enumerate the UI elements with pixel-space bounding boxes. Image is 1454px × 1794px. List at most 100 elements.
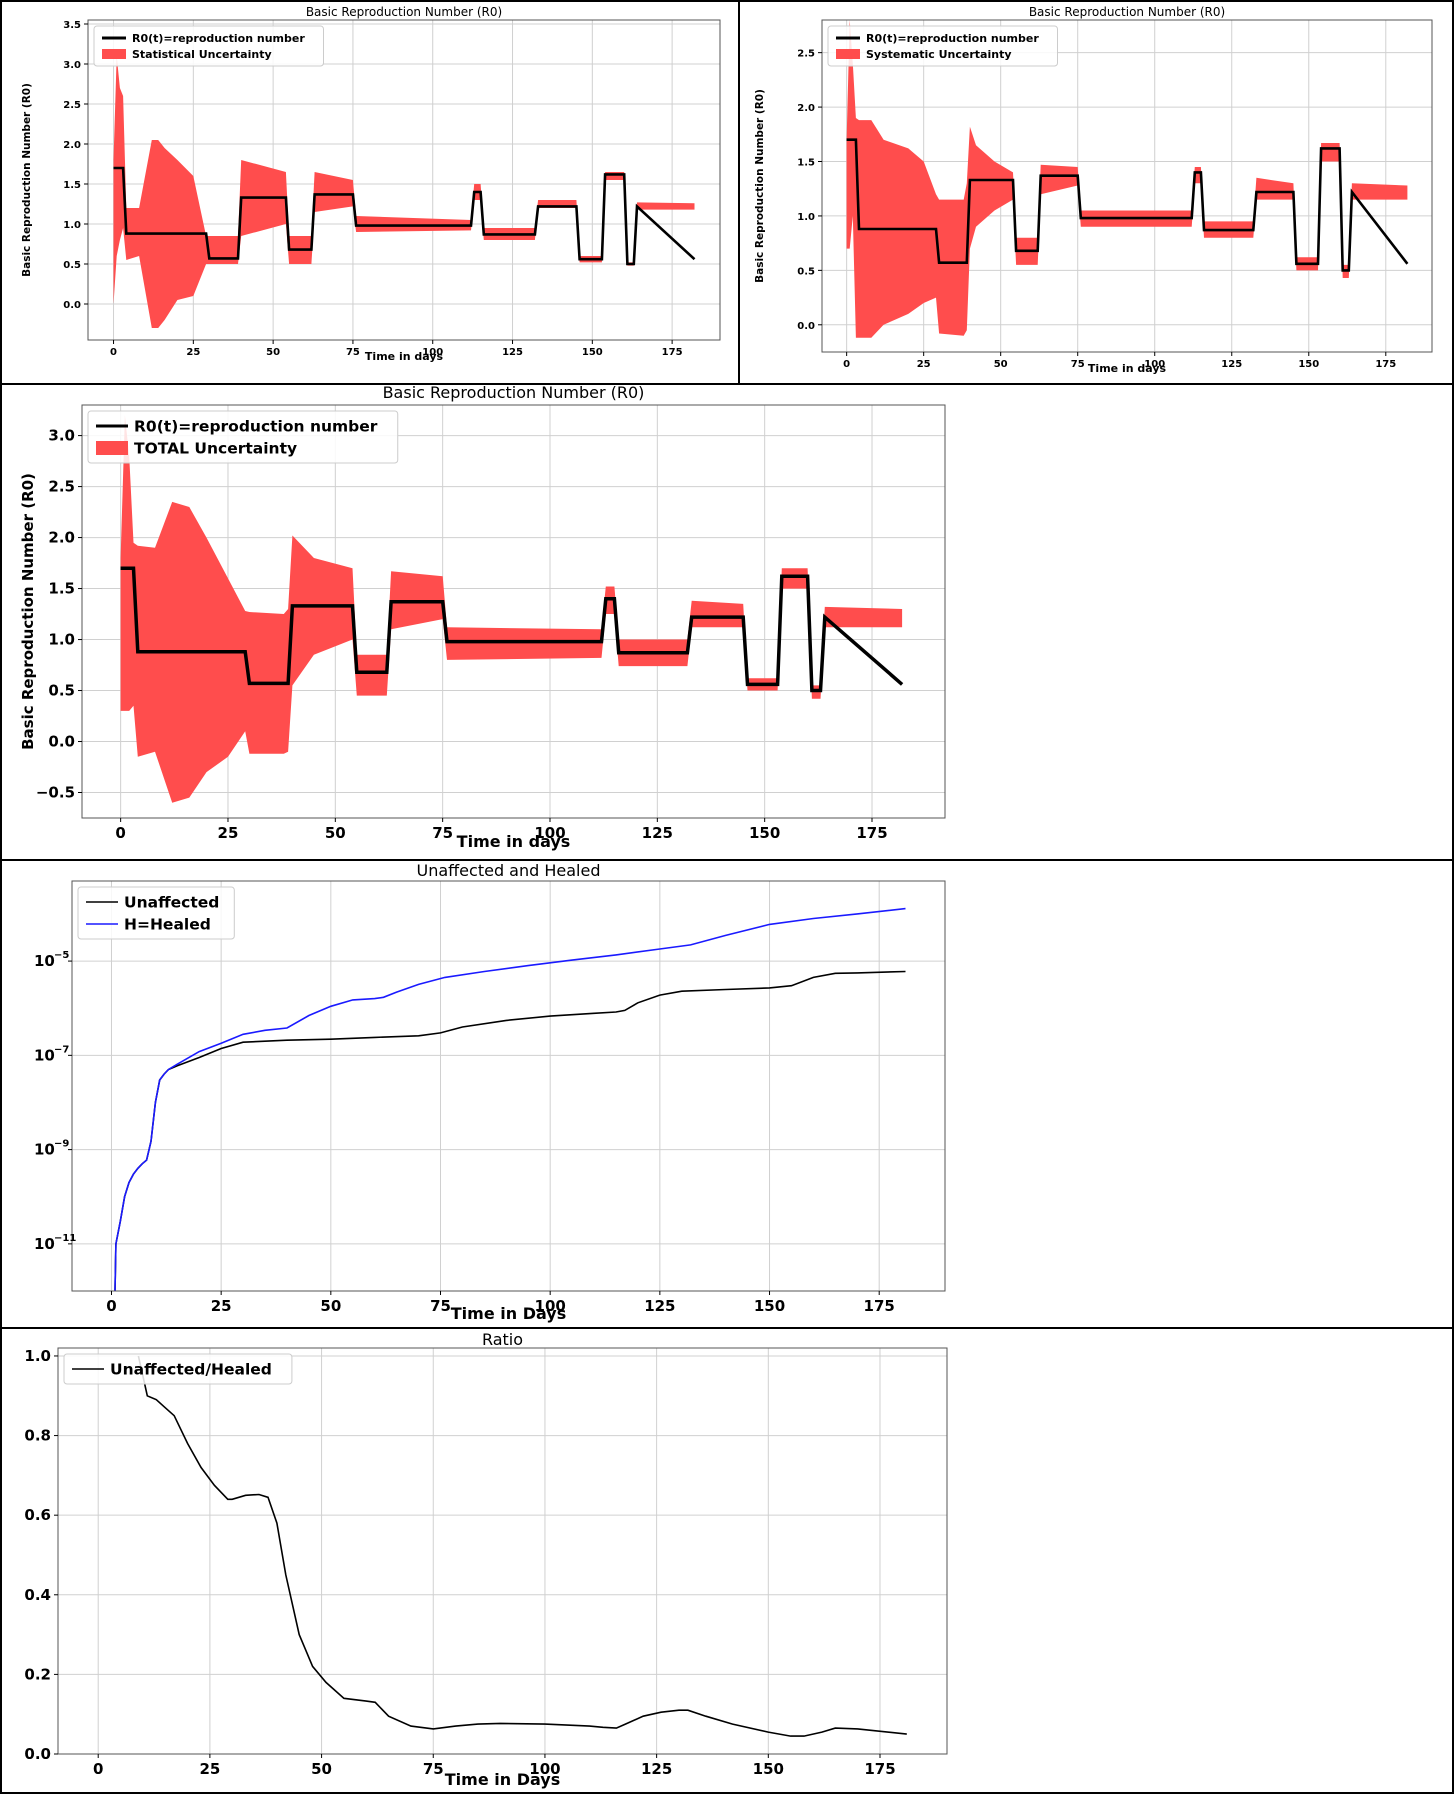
y-axis-label: Basic Reproduction Number (R0) xyxy=(19,473,37,750)
x-tick-label: 125 xyxy=(642,824,673,842)
x-tick-label: 25 xyxy=(917,359,931,370)
x-tick-label: 150 xyxy=(754,1297,785,1315)
series-line-0 xyxy=(846,138,1409,272)
y-tick-exponent: −5 xyxy=(54,950,69,961)
x-tick-label: 175 xyxy=(864,1760,895,1778)
panel-frame-ratio xyxy=(0,1327,1454,1794)
x-axis-label: Time in Days xyxy=(445,1770,560,1789)
legend-label: Systematic Uncertainty xyxy=(866,48,1012,61)
x-tick-label: 75 xyxy=(346,347,360,358)
plot-frame xyxy=(81,404,946,819)
x-tick-label: 100 xyxy=(529,1760,560,1778)
y-tick-label: 0.5 xyxy=(63,260,81,271)
chart-4: 0 25 50 75 100 125 150 175 0.0 0.2 0.4 0.6 0.8 1.0 Rat… xyxy=(24,1330,948,1789)
legend-band-swatch xyxy=(836,49,860,59)
y-tick-label: 0.2 xyxy=(24,1665,51,1683)
x-tick-label: 150 xyxy=(753,1760,784,1778)
chart-title: Ratio xyxy=(482,1330,523,1349)
y-tick-label: 10 xyxy=(34,1235,55,1253)
legend-label: R0(t)=reproduction number xyxy=(134,417,378,435)
y-tick-label: 0.5 xyxy=(797,266,815,277)
x-tick-label: 50 xyxy=(994,359,1008,370)
chart-title: Basic Reproduction Number (R0) xyxy=(383,383,645,402)
y-tick-label: 0.6 xyxy=(24,1506,51,1524)
x-tick-label: 175 xyxy=(856,824,887,842)
x-tick-label: 175 xyxy=(662,347,683,358)
chart-1: 0 25 50 75 100 125 150 175 0.0 0.5 1.0 1.5 2.0 2.5 Bas… xyxy=(754,5,1433,375)
y-tick-label: 10 xyxy=(34,1141,55,1159)
legend-label: R0(t)=reproduction number xyxy=(132,32,305,45)
uncertainty-band xyxy=(113,56,695,328)
legend-label: Unaffected xyxy=(124,893,219,911)
x-tick-label: 50 xyxy=(266,347,280,358)
y-tick-label: 3.0 xyxy=(63,60,81,71)
series-line-0 xyxy=(114,970,906,1292)
x-axis-label: Time in days xyxy=(457,832,571,851)
y-tick-label: 0.0 xyxy=(24,1745,51,1763)
x-tick-label: 0 xyxy=(93,1760,103,1778)
y-tick-label: 0.0 xyxy=(797,321,815,332)
y-tick-label: 1.5 xyxy=(63,180,81,191)
y-tick-label: 1.5 xyxy=(48,580,75,598)
legend-box xyxy=(77,886,235,940)
x-tick-label: 75 xyxy=(1071,359,1085,370)
x-tick-label: 25 xyxy=(186,347,200,358)
legend-band-swatch xyxy=(102,49,126,59)
x-tick-label: 50 xyxy=(325,824,346,842)
x-tick-label: 175 xyxy=(1375,359,1396,370)
chart-title: Basic Reproduction Number (R0) xyxy=(306,5,502,19)
legend-label: Statistical Uncertainty xyxy=(132,48,272,61)
legend-label: Unaffected/Healed xyxy=(110,1360,272,1378)
y-tick-label: −0.5 xyxy=(36,784,75,802)
x-tick-label: 125 xyxy=(502,347,523,358)
plot-frame xyxy=(821,19,1433,353)
x-tick-label: 150 xyxy=(749,824,780,842)
legend-box xyxy=(93,25,324,67)
y-tick-label: 3.0 xyxy=(48,427,75,445)
chart-0: 0 25 50 75 100 125 150 175 0.0 0.5 1.0 1.5 2.0 2.5 3.0… xyxy=(21,5,721,363)
y-axis-label: Basic Reproduction Number (R0) xyxy=(754,89,766,283)
y-tick-label: 0.4 xyxy=(24,1586,51,1604)
uncertainty-band xyxy=(846,20,1408,338)
y-tick-label: 1.0 xyxy=(797,212,815,223)
x-tick-label: 175 xyxy=(864,1297,895,1315)
x-tick-label: 50 xyxy=(320,1297,341,1315)
legend-label: R0(t)=reproduction number xyxy=(866,32,1039,45)
y-tick-label: 2.0 xyxy=(63,140,81,151)
y-tick-label: 1.0 xyxy=(63,220,81,231)
chart-2: 0 25 50 75 100 125 150 175 −0.5 0.0 0.5 1.0 1.5 2.0 2.… xyxy=(19,383,946,851)
x-tick-label: 150 xyxy=(582,347,603,358)
y-tick-label: 1.5 xyxy=(797,158,815,169)
y-tick-label: 3.5 xyxy=(63,20,81,31)
x-tick-label: 0 xyxy=(110,347,117,358)
y-tick-label: 0.0 xyxy=(48,733,75,751)
chart-title: Basic Reproduction Number (R0) xyxy=(1029,5,1225,19)
x-tick-label: 75 xyxy=(423,1760,444,1778)
x-tick-label: 100 xyxy=(1144,359,1165,370)
x-tick-label: 100 xyxy=(534,824,565,842)
x-tick-label: 0 xyxy=(843,359,850,370)
legend-label: H=Healed xyxy=(124,915,211,933)
y-tick-label: 2.0 xyxy=(797,103,815,114)
legend-label: TOTAL Uncertainty xyxy=(134,439,297,457)
x-tick-label: 25 xyxy=(211,1297,232,1315)
x-tick-label: 0 xyxy=(115,824,125,842)
legend-box xyxy=(87,410,399,464)
x-tick-label: 125 xyxy=(1221,359,1242,370)
series-line-1 xyxy=(114,907,906,1292)
x-axis-label: Time in Days xyxy=(451,1304,566,1323)
x-tick-label: 75 xyxy=(430,1297,451,1315)
legend-box xyxy=(827,25,1058,67)
y-tick-label: 1.0 xyxy=(48,631,75,649)
series-line-0 xyxy=(137,1355,907,1737)
y-axis-label: Basic Reproduction Number (R0) xyxy=(21,83,33,277)
y-tick-label: 1.0 xyxy=(24,1347,51,1365)
x-axis-label: Time in days xyxy=(365,350,444,363)
y-tick-label: 0.0 xyxy=(63,300,81,311)
y-tick-label: 10 xyxy=(34,1046,55,1064)
y-tick-label: 2.0 xyxy=(48,529,75,547)
y-tick-label: 0.5 xyxy=(48,682,75,700)
